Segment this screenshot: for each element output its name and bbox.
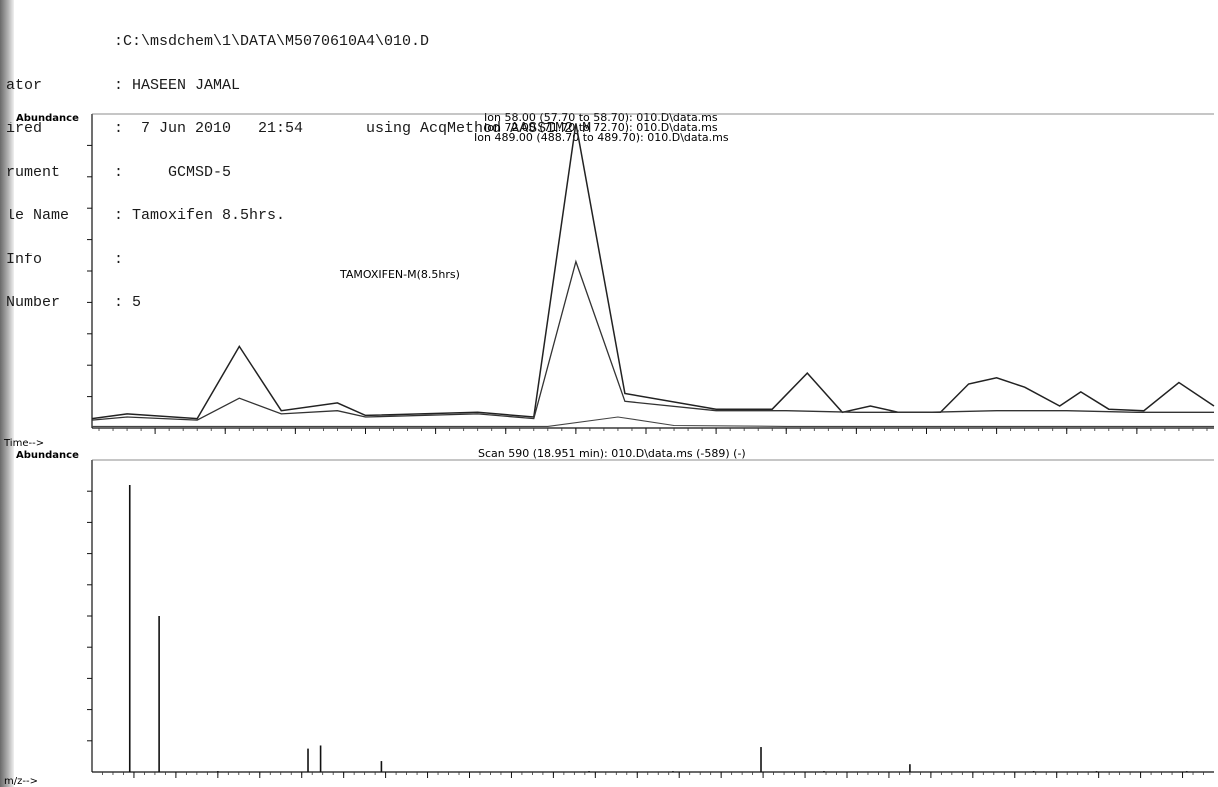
mass-spectrum-panel: Abundance Scan 590 (18.951 min): 010.D\d…	[4, 447, 1214, 787]
spectrum-title: Scan 590 (18.951 min): 010.D\data.ms (-5…	[478, 447, 746, 460]
chrom-annotation: TAMOXIFEN-M(8.5hrs)	[339, 268, 460, 281]
header-row-operator: ator: HASEEN JAMAL	[6, 76, 241, 94]
chrom-ylabel: Abundance	[16, 113, 79, 124]
scan-binding-shadow	[0, 0, 14, 787]
chrom-legend-line-2: Ion 72.00 (71.70 to 72.70): 010.D\data.m…	[484, 121, 718, 134]
spectrum-xlabel: m/z-->	[4, 776, 38, 787]
file-header: :C:\msdchem\1\DATA\M5070610A4\010.D ator…	[6, 6, 591, 325]
header-row-acquired: ired: 7 Jun 2010 21:54 using AcqMethod A…	[6, 120, 592, 137]
spectrum-ylabel: Abundance	[16, 450, 79, 461]
ion-chromatogram-panel: Abundance Ion 58.00 (57.70 to 58.70): 01…	[3, 111, 1215, 449]
header-row-path: :C:\msdchem\1\DATA\M5070610A4\010.D	[114, 33, 430, 50]
ion-58-trace	[91, 123, 1215, 420]
chrom-legend-line-3: Ion 489.00 (488.70 to 489.70): 010.D\dat…	[474, 131, 729, 144]
ion-489-trace	[92, 416, 1214, 427]
chrom-xlabel: Time-->	[3, 438, 44, 449]
header-row-sample-name: le Name: Tamoxifen 8.5hrs.	[6, 207, 286, 224]
ion-72-trace	[91, 259, 1214, 421]
header-row-vial-number: Number: 5	[6, 294, 142, 311]
header-row-misc-info: Info:	[6, 250, 124, 268]
header-row-instrument: rument: GCMSD-5	[6, 163, 232, 181]
